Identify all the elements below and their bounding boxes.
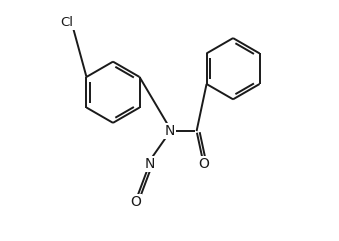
Text: N: N [164, 124, 175, 138]
Text: O: O [198, 157, 209, 171]
Text: N: N [144, 157, 155, 171]
Text: Cl: Cl [61, 16, 74, 29]
Text: O: O [130, 195, 141, 209]
